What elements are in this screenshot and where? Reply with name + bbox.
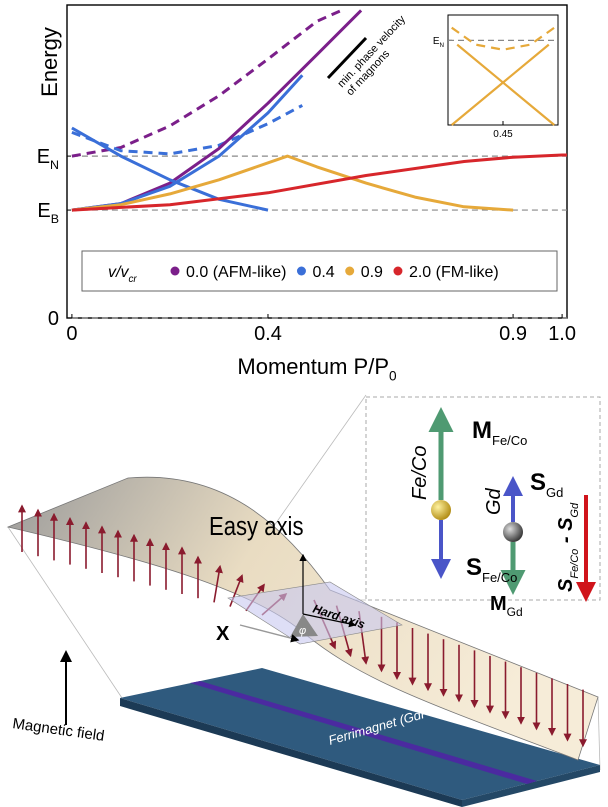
x-tick-label: 1.0 <box>548 323 576 345</box>
legend-swatch <box>393 267 402 276</box>
fe-co-label: Fe/Co <box>409 446 431 500</box>
subscript: Fe/Co <box>482 570 517 585</box>
subscript: Gd <box>546 485 563 500</box>
subscript: Gd <box>569 502 581 518</box>
symbol: S <box>555 578 577 592</box>
operator: - <box>555 531 577 549</box>
y-tick-label: 0 <box>48 308 59 330</box>
x-tick-label: 0.9 <box>499 323 527 345</box>
legend-label: 2.0 (FM-like) <box>409 264 499 281</box>
label-main: E <box>37 146 50 168</box>
field-label: Magnetic field <box>11 715 105 745</box>
angle-label: φ <box>299 625 306 637</box>
label-subscript: N <box>440 42 444 49</box>
symbol: M <box>472 417 492 444</box>
symbol: S <box>555 517 577 531</box>
legend-label: 0.0 (AFM-like) <box>186 264 286 281</box>
x-tick-label: 0.45 <box>493 129 513 140</box>
symbol: M <box>490 593 507 615</box>
x-axis-label: Momentum P/P0 <box>237 354 397 384</box>
legend-swatch <box>345 267 354 276</box>
y-axis-label: Energy <box>37 27 62 97</box>
gd-label: Gd <box>483 487 505 515</box>
y-tick-label: EN <box>433 36 444 49</box>
label-subscript: B <box>51 212 59 226</box>
fe-co-atom <box>431 500 451 520</box>
symbol: S <box>466 554 482 581</box>
subscript: Fe/Co <box>569 549 581 579</box>
symbol: S <box>530 469 546 496</box>
figure: 0EBEN00.40.91.0EnergyMomentum P/P0v/vcr0… <box>0 0 608 807</box>
y-tick-label: EB <box>37 200 59 226</box>
x-tick-label: 0 <box>66 323 77 345</box>
label-main: v/v <box>108 264 129 281</box>
gd-atom <box>503 522 523 542</box>
label-subscript: 0 <box>389 369 397 384</box>
dashed-curve <box>72 10 342 156</box>
inset: EN 0.45 <box>433 15 558 140</box>
diagram: Ferrimagnet (GdFeCo) φ Easy axis Hard ax… <box>8 395 600 807</box>
x-axis-label: X <box>216 623 230 645</box>
subscript: Gd <box>507 605 523 619</box>
label-subscript: N <box>50 158 59 172</box>
easy-axis-label: Easy axis <box>209 512 303 541</box>
subscript: Fe/Co <box>492 433 527 448</box>
label-main: E <box>37 200 50 222</box>
inset-bg <box>448 15 558 125</box>
legend-label: 0.4 <box>312 264 334 281</box>
legend-label: 0.9 <box>361 264 383 281</box>
x-tick-label: 0.4 <box>254 323 282 345</box>
label-subscript: cr <box>128 274 137 285</box>
legend-swatch <box>171 267 180 276</box>
y-tick-label: EN <box>37 146 59 172</box>
label-main: Momentum P/P <box>237 354 389 379</box>
connector <box>598 697 600 770</box>
legend-swatch <box>297 267 306 276</box>
curve <box>72 155 567 210</box>
